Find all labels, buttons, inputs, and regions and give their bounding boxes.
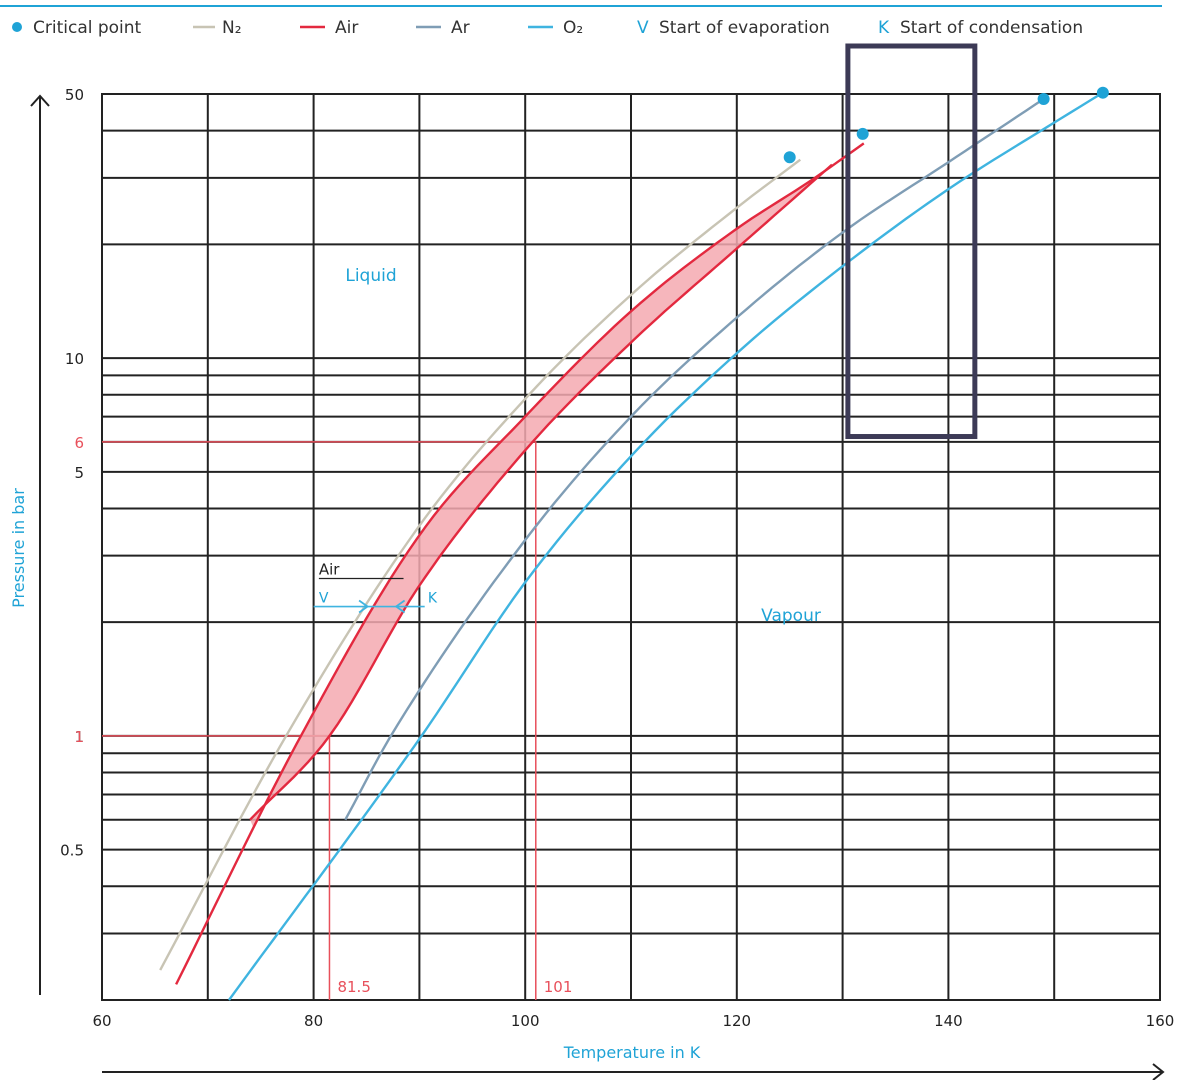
legend-cond-symbol: K <box>878 18 890 38</box>
x-tick-label: 100 <box>511 1012 540 1030</box>
legend-o2: O₂ <box>563 18 583 38</box>
x-axis-title: Temperature in K <box>563 1043 701 1062</box>
legend-n2: N₂ <box>222 18 242 38</box>
evaporation-arrowhead <box>358 599 370 614</box>
legend-cond: Start of condensation <box>900 18 1083 38</box>
highlight-box <box>845 43 978 440</box>
critical-point <box>783 151 796 164</box>
o2-curve <box>228 91 1104 1001</box>
critical-point <box>1096 86 1109 99</box>
air-two-phase-band <box>250 143 864 828</box>
legend-air: Air <box>335 18 358 38</box>
x-tick-label: 80 <box>304 1012 323 1030</box>
reference-temperature-label: 101 <box>544 978 573 996</box>
air-dew-curve <box>249 163 833 821</box>
y-tick-label: 0.5 <box>60 842 84 860</box>
critical-points <box>783 86 1109 164</box>
legend-ar: Ar <box>451 18 470 38</box>
y-tick-label-highlight: 1 <box>74 728 84 746</box>
reference-line <box>102 441 537 1000</box>
curves <box>159 91 1104 1001</box>
x-tick-label: 120 <box>722 1012 751 1030</box>
y-tick-label-highlight: 6 <box>74 434 84 452</box>
air-annotation-label: Air <box>319 561 340 579</box>
liquid-region-label: Liquid <box>345 266 396 286</box>
y-axis-arrowhead <box>30 94 50 107</box>
y-tick-label: 50 <box>65 86 84 104</box>
critical-point-legend-icon <box>12 22 22 32</box>
y-tick-label: 5 <box>74 464 84 482</box>
axes <box>30 94 1165 1080</box>
x-tick-label: 160 <box>1146 1012 1175 1030</box>
x-tick-labels: 60 80 100 120 140 160 <box>92 1012 1174 1030</box>
critical-point <box>1037 92 1050 105</box>
evaporation-marker: V <box>319 591 329 607</box>
air-vk-annotation: Air V K <box>313 561 438 614</box>
ar-curve <box>344 98 1045 821</box>
legend-evap: Start of evaporation <box>659 18 830 38</box>
y-axis-title: Pressure in bar <box>9 488 28 608</box>
legend-rule <box>0 5 1162 7</box>
reference-temperature-label: 81.5 <box>337 978 370 996</box>
x-tick-label: 140 <box>934 1012 963 1030</box>
legend-critical-point: Critical point <box>33 18 142 38</box>
legend: Critical point N₂ Air Ar O₂ V Start of e… <box>0 5 1162 38</box>
critical-point <box>856 127 869 140</box>
condensation-arrowhead <box>394 599 406 614</box>
legend-evap-symbol: V <box>637 18 649 38</box>
x-axis-arrowhead <box>1152 1063 1165 1080</box>
x-tick-label: 60 <box>92 1012 111 1030</box>
n2-curve <box>159 158 802 971</box>
y-tick-label: 1 <box>74 728 84 746</box>
vapour-region-label: Vapour <box>761 606 821 626</box>
condensation-marker: K <box>428 591 438 607</box>
y-tick-label: 10 <box>65 350 84 368</box>
grid <box>101 93 1161 1001</box>
air-bubble-curve <box>175 142 865 985</box>
